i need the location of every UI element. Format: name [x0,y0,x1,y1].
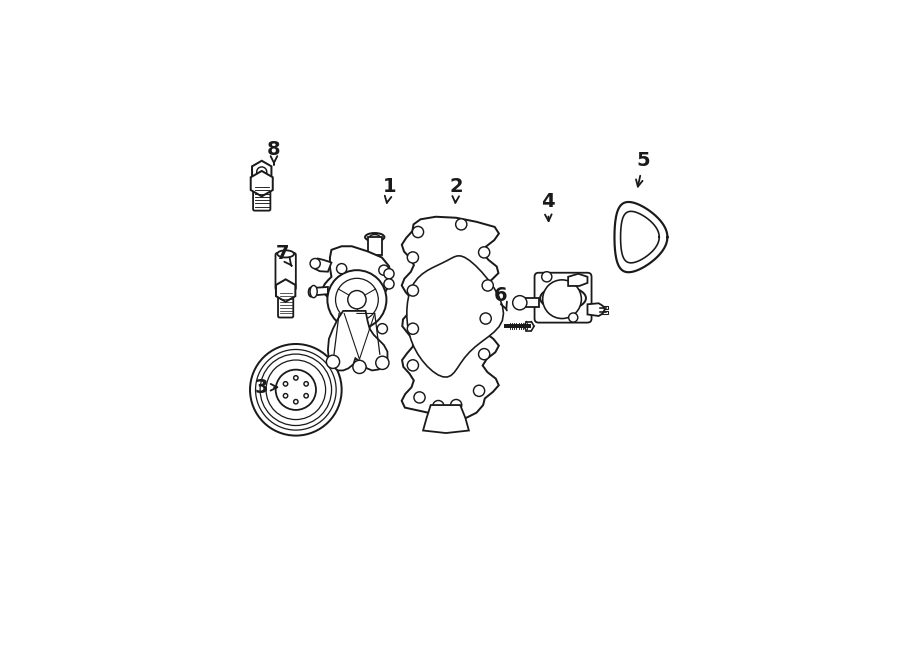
Polygon shape [311,287,328,295]
FancyBboxPatch shape [275,253,296,290]
Circle shape [451,399,462,410]
Polygon shape [312,258,331,272]
Circle shape [304,381,309,386]
Circle shape [384,279,394,289]
Circle shape [284,393,288,398]
Polygon shape [276,280,295,301]
Circle shape [377,324,387,334]
FancyBboxPatch shape [253,180,270,211]
Text: 5: 5 [636,151,651,186]
Circle shape [275,369,316,410]
Text: 8: 8 [267,140,281,165]
Circle shape [433,401,444,412]
FancyBboxPatch shape [599,306,608,309]
Circle shape [304,393,309,398]
Circle shape [347,291,366,309]
Polygon shape [401,217,499,420]
Circle shape [310,258,320,268]
Circle shape [542,272,552,282]
Circle shape [408,323,418,334]
Ellipse shape [365,233,384,241]
Circle shape [331,252,342,263]
FancyBboxPatch shape [599,311,608,314]
Circle shape [250,344,342,436]
Circle shape [337,324,347,334]
Circle shape [569,313,578,322]
Polygon shape [518,298,538,307]
Circle shape [473,385,485,397]
Circle shape [256,167,266,177]
Circle shape [408,252,418,263]
Circle shape [455,219,467,230]
Circle shape [336,278,378,321]
Polygon shape [423,405,469,433]
Text: 7: 7 [275,244,292,266]
Circle shape [384,268,394,279]
Ellipse shape [309,288,313,297]
Text: 4: 4 [541,192,554,221]
Text: 3: 3 [255,377,277,397]
Circle shape [337,264,347,274]
Circle shape [479,348,490,360]
Circle shape [327,355,339,368]
Circle shape [328,270,386,329]
Circle shape [408,360,418,371]
Circle shape [513,295,526,310]
Polygon shape [251,171,273,196]
Circle shape [479,247,490,258]
Circle shape [482,280,493,291]
Circle shape [284,381,288,386]
Text: 2: 2 [449,176,463,203]
Ellipse shape [370,235,380,240]
Polygon shape [333,247,355,264]
Ellipse shape [514,297,520,309]
Polygon shape [588,303,605,316]
Circle shape [408,285,418,296]
Polygon shape [252,161,272,183]
Polygon shape [367,237,382,255]
Circle shape [412,227,424,237]
Text: 1: 1 [383,176,397,203]
FancyBboxPatch shape [535,273,591,323]
Polygon shape [568,274,588,286]
Polygon shape [328,311,387,370]
Circle shape [543,280,581,319]
Circle shape [414,392,425,403]
Circle shape [375,356,389,369]
FancyBboxPatch shape [278,288,293,317]
Circle shape [293,399,298,404]
Ellipse shape [277,251,294,258]
Text: 6: 6 [494,286,508,311]
Polygon shape [407,256,503,377]
Ellipse shape [540,287,586,309]
Circle shape [353,360,366,373]
Ellipse shape [310,286,317,297]
Circle shape [293,375,298,380]
Circle shape [379,265,389,275]
Circle shape [480,313,491,324]
Polygon shape [323,247,391,311]
